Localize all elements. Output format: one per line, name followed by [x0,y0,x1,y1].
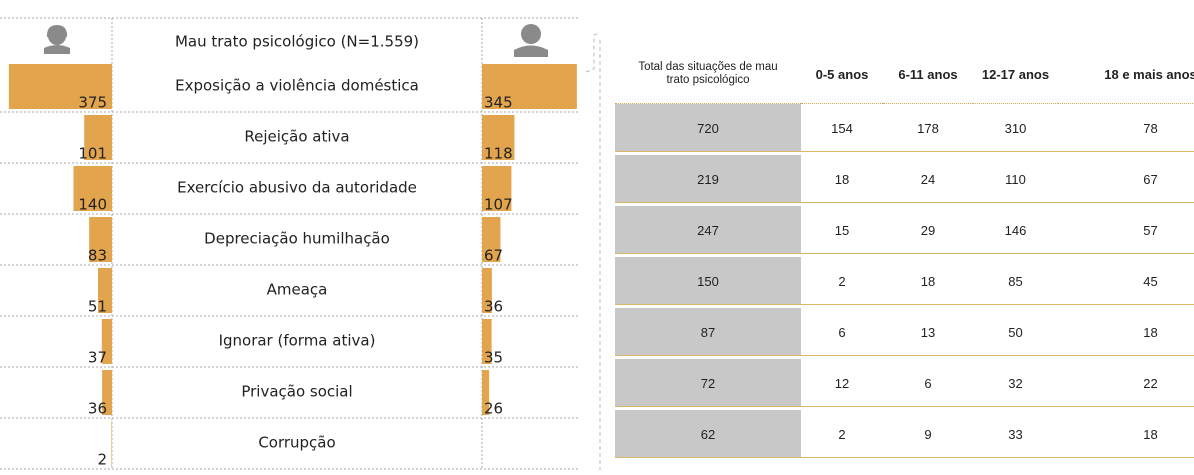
value-label: 107 [484,196,513,214]
male-icon [514,24,548,57]
bar-female [101,319,112,364]
header-cell: 6-11 anos [883,45,973,104]
table-row: 87 6 13 50 18 [615,306,1194,359]
category-label: Rejeição ativa [244,128,349,146]
table-cell: 67 [1058,153,1194,206]
bar-female [84,115,112,160]
table-cell: 62 [615,408,801,461]
header-cell: 12-17 anos [973,45,1058,104]
header-row: Total das situações de mau trato psicoló… [615,45,1194,104]
value-label: 118 [484,145,513,163]
bar-male [482,319,492,364]
table-cell: 6 [801,306,883,359]
table: Total das situações de mau trato psicoló… [615,45,1194,461]
table-cell: 310 [973,103,1058,155]
table-cell: 154 [801,103,883,155]
chart: Mau trato psicológico (N=1.559) Exposiçã… [0,17,600,470]
bar-male [482,115,515,160]
table-cell: 219 [615,153,801,206]
category-label: Corrupção [258,434,335,452]
table-cell: 78 [1058,103,1194,155]
category-label: Privação social [241,383,352,401]
table-row: 150 2 18 85 45 [615,255,1194,308]
category-label: Exercício abusivo da autoridade [177,179,417,197]
category-label: Exposição a violência doméstica [175,77,419,95]
table-cell: 50 [973,306,1058,359]
connector [585,32,600,73]
category-label: Depreciação humilhação [204,230,390,248]
value-label: 140 [78,196,107,214]
chart-title: Mau trato psicológico (N=1.559) [175,33,419,51]
table-cell: 45 [1058,255,1194,308]
value-label: 345 [484,94,513,112]
data-table: Total das situações de mau trato psicoló… [615,45,1194,461]
female-icon [44,25,70,54]
category-label: Ignorar (forma ativa) [219,332,376,350]
value-label: 375 [78,94,107,112]
table-cell: 18 [883,255,973,308]
table-row: 62 2 9 33 18 [615,408,1194,461]
table-row: 720 154 178 310 78 [615,103,1194,155]
bar-male [482,166,512,211]
bar-female [8,64,112,109]
table-cell: 72 [615,357,801,410]
table-cell: 146 [973,204,1058,257]
value-label: 83 [88,247,107,265]
table-cell: 18 [1058,306,1194,359]
value-label: 26 [484,400,503,418]
table-cell: 85 [973,255,1058,308]
bar-male [482,217,501,262]
table-cell: 2 [801,408,883,461]
table-cell: 247 [615,204,801,257]
value-label: 51 [88,298,107,316]
value-label: 101 [78,145,107,163]
table-cell: 13 [883,306,973,359]
value-label: 36 [88,400,107,418]
table-cell: 110 [973,153,1058,206]
category-label: Ameaça [267,281,328,299]
bar-male [482,268,492,313]
header-cell: 18 e mais anos [1058,45,1194,104]
bar-female [97,268,112,313]
bar-female [73,166,112,211]
table-row: 247 15 29 146 57 [615,204,1194,257]
table-cell: 87 [615,306,801,359]
bar-female [111,421,112,466]
table-row: 219 18 24 110 67 [615,153,1194,206]
value-label: 67 [484,247,503,265]
table-cell: 2 [801,255,883,308]
table-cell: 720 [615,103,801,155]
table-cell: 29 [883,204,973,257]
table-cell: 32 [973,357,1058,410]
value-label: 2 [97,451,107,469]
table-cell: 6 [883,357,973,410]
table-cell: 9 [883,408,973,461]
header-cell: Total das situações de mau trato psicoló… [615,45,801,104]
table-cell: 150 [615,255,801,308]
bar-male [482,64,577,109]
bar-male [482,370,490,415]
table-cell: 12 [801,357,883,410]
table-row: 72 12 6 32 22 [615,357,1194,410]
bar-female [89,217,112,262]
header-cell: 0-5 anos [801,45,883,104]
value-label: 36 [484,298,503,316]
table-cell: 18 [1058,408,1194,461]
bar-female [102,370,112,415]
table-cell: 178 [883,103,973,155]
value-label: 35 [484,349,503,367]
table-cell: 57 [1058,204,1194,257]
table-cell: 15 [801,204,883,257]
value-label: 37 [88,349,107,367]
table-cell: 33 [973,408,1058,461]
table-cell: 22 [1058,357,1194,410]
table-cell: 24 [883,153,973,206]
table-cell: 18 [801,153,883,206]
